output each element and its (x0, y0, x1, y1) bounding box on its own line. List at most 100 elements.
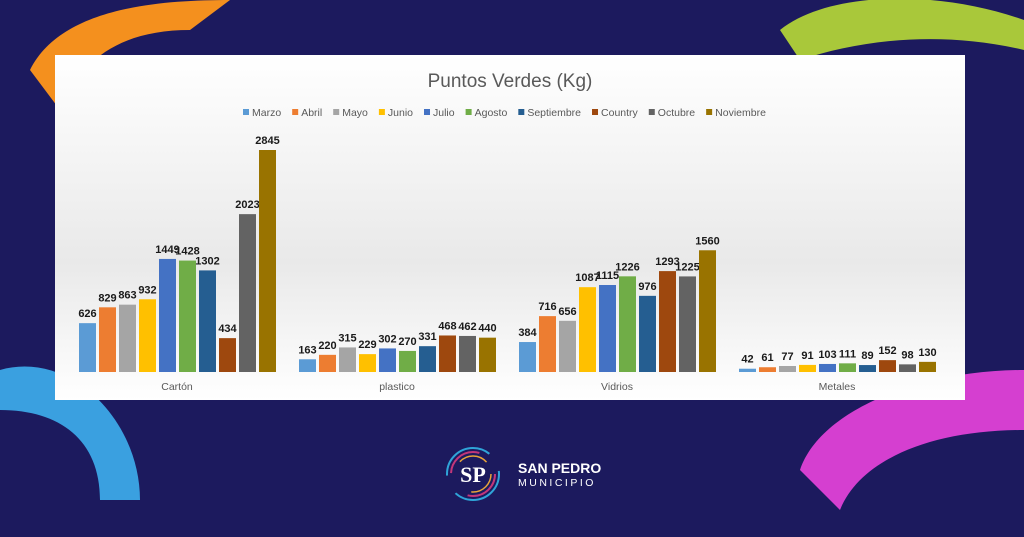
legend-swatch (243, 109, 249, 115)
legend-swatch (465, 109, 472, 115)
bar-octubre-1 (459, 335, 476, 372)
legend-item: Noviembre (706, 107, 766, 119)
legend-item: Julio (424, 107, 455, 119)
bar-chart: Puntos Verdes (Kg) Marzo Abril Mayo Junio Ju… (78, 71, 937, 393)
data-label: 2845 (255, 135, 279, 147)
bar-junio-0 (139, 299, 156, 372)
green-swoosh (780, 0, 1024, 60)
bar-septiembre-2 (639, 295, 656, 372)
legend-swatch (378, 109, 385, 115)
data-label: 270 (398, 336, 416, 348)
data-label: 462 (458, 321, 476, 333)
bar-marzo-1 (299, 359, 316, 372)
logo-emblem: SP (446, 447, 500, 501)
x-tick-label: plastico (379, 381, 415, 393)
data-label: 130 (918, 347, 936, 359)
data-label: 1087 (575, 272, 599, 284)
bar-junio-1 (359, 354, 376, 372)
bar-mayo-1 (339, 347, 356, 372)
bar-septiembre-0 (199, 270, 216, 372)
legend-item: Abril (292, 107, 322, 119)
legend-item: Country (592, 107, 639, 119)
data-label: 98 (901, 349, 913, 361)
legend-swatch (592, 109, 599, 115)
bar-agosto-3 (839, 363, 856, 372)
san-pedro-logo: SP SAN PEDRO MUNICIPIO (440, 444, 620, 504)
data-label: 163 (298, 344, 316, 356)
data-label: 2023 (235, 199, 259, 211)
data-label: 152 (878, 345, 896, 357)
logo-line2: MUNICIPIO (518, 477, 596, 489)
blue-swoosh (0, 366, 140, 500)
bar-country-2 (659, 271, 676, 372)
legend-swatch (333, 109, 340, 115)
data-label: 932 (138, 284, 156, 296)
bar-abril-0 (99, 307, 116, 372)
legend-label: Julio (433, 107, 455, 119)
bar-julio-0 (159, 258, 176, 372)
data-label: 229 (358, 339, 376, 351)
chart-panel: Puntos Verdes (Kg) Marzo Abril Mayo Junio Ju… (55, 55, 965, 400)
legend-label: Marzo (252, 107, 281, 119)
legend-item: Junio (378, 107, 413, 119)
data-label: 1115 (596, 270, 619, 282)
data-label: 716 (538, 301, 556, 313)
legend-item: Mayo (333, 107, 368, 119)
bar-mayo-2 (559, 320, 576, 372)
legend-label: Noviembre (715, 107, 766, 119)
x-axis-labels: Cartón plastico Vidrios Metales (161, 381, 855, 393)
data-label: 1449 (155, 244, 179, 256)
data-label: 220 (318, 340, 336, 352)
legend-item: Septiembre (518, 107, 581, 119)
bar-mayo-3 (779, 365, 796, 372)
x-tick-label: Cartón (161, 381, 193, 393)
bar-noviembre-2 (699, 250, 716, 372)
bar-country-3 (879, 360, 896, 372)
bar-abril-1 (319, 354, 336, 372)
data-label: 331 (418, 331, 436, 343)
orange-swoosh (30, 0, 230, 110)
bar-marzo-0 (79, 323, 96, 372)
legend-swatch (518, 109, 525, 115)
legend-label: Agosto (475, 107, 508, 119)
bar-noviembre-3 (919, 361, 936, 372)
bar-agosto-0 (179, 260, 196, 372)
legend-item: Marzo (243, 107, 281, 119)
bar-octubre-0 (239, 214, 256, 372)
bar-junio-3 (799, 364, 816, 372)
data-label: 1302 (195, 255, 219, 267)
bar-country-1 (439, 335, 456, 372)
bar-julio-2 (599, 284, 616, 372)
data-label: 440 (478, 323, 496, 335)
bar-country-0 (219, 338, 236, 372)
data-label: 1225 (675, 261, 699, 273)
bar-noviembre-0 (259, 150, 276, 372)
bar-noviembre-1 (479, 337, 496, 372)
data-label: 1293 (655, 256, 679, 268)
legend-swatch (424, 109, 430, 115)
data-label: 302 (378, 333, 396, 345)
bar-mayo-0 (119, 304, 136, 372)
data-label: 434 (218, 323, 237, 335)
data-label: 468 (438, 320, 456, 332)
legend-label: Country (601, 107, 639, 119)
legend-swatch (648, 109, 655, 115)
bar-agosto-2 (619, 276, 636, 372)
legend-label: Septiembre (527, 107, 581, 119)
bar-septiembre-3 (859, 365, 876, 372)
x-tick-label: Vidrios (601, 381, 633, 393)
bar-junio-2 (579, 287, 596, 372)
data-label: 103 (818, 349, 836, 361)
bar-octubre-2 (679, 276, 696, 372)
bar-marzo-2 (519, 342, 536, 372)
data-label: 91 (801, 350, 813, 362)
x-tick-label: Metales (819, 381, 856, 393)
data-label: 384 (518, 327, 537, 339)
legend-label: Octubre (658, 107, 696, 119)
bar-octubre-3 (899, 364, 916, 372)
data-label: 89 (861, 350, 873, 362)
legend-swatch (706, 109, 713, 115)
legend-item: Agosto (465, 107, 508, 119)
